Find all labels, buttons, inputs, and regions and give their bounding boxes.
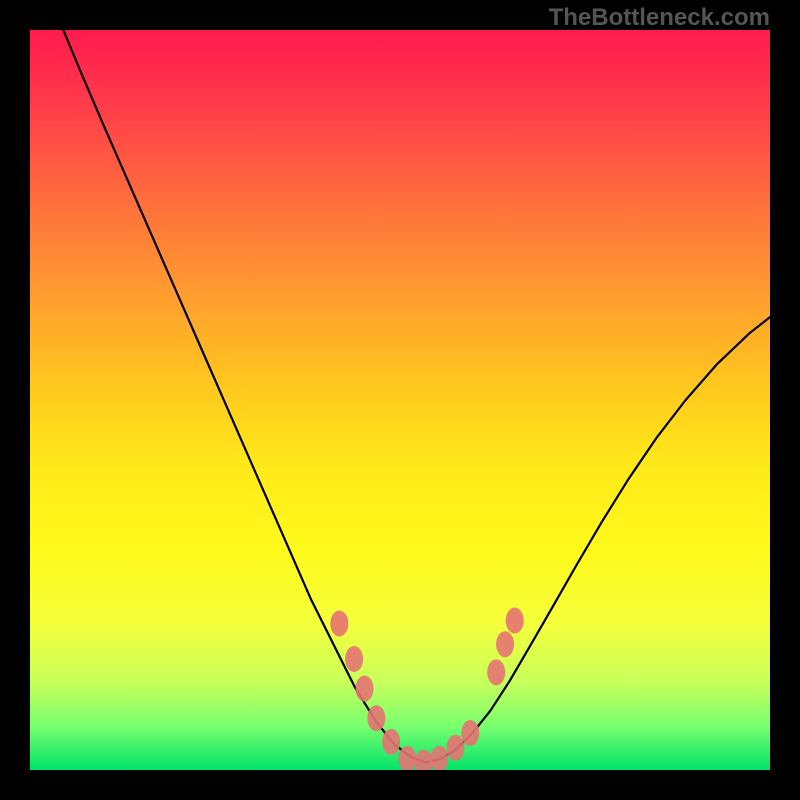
data-marker — [355, 676, 373, 702]
gradient-background — [30, 30, 770, 770]
watermark-text: TheBottleneck.com — [549, 4, 770, 32]
data-marker — [506, 608, 524, 634]
data-marker — [487, 659, 505, 685]
data-marker — [447, 735, 465, 761]
data-marker — [382, 729, 400, 755]
data-marker — [367, 705, 385, 731]
data-marker — [345, 646, 363, 672]
chart-svg — [30, 30, 770, 770]
data-marker — [330, 610, 348, 636]
plot-area — [30, 30, 770, 770]
data-marker — [461, 720, 479, 746]
data-marker — [496, 631, 514, 657]
